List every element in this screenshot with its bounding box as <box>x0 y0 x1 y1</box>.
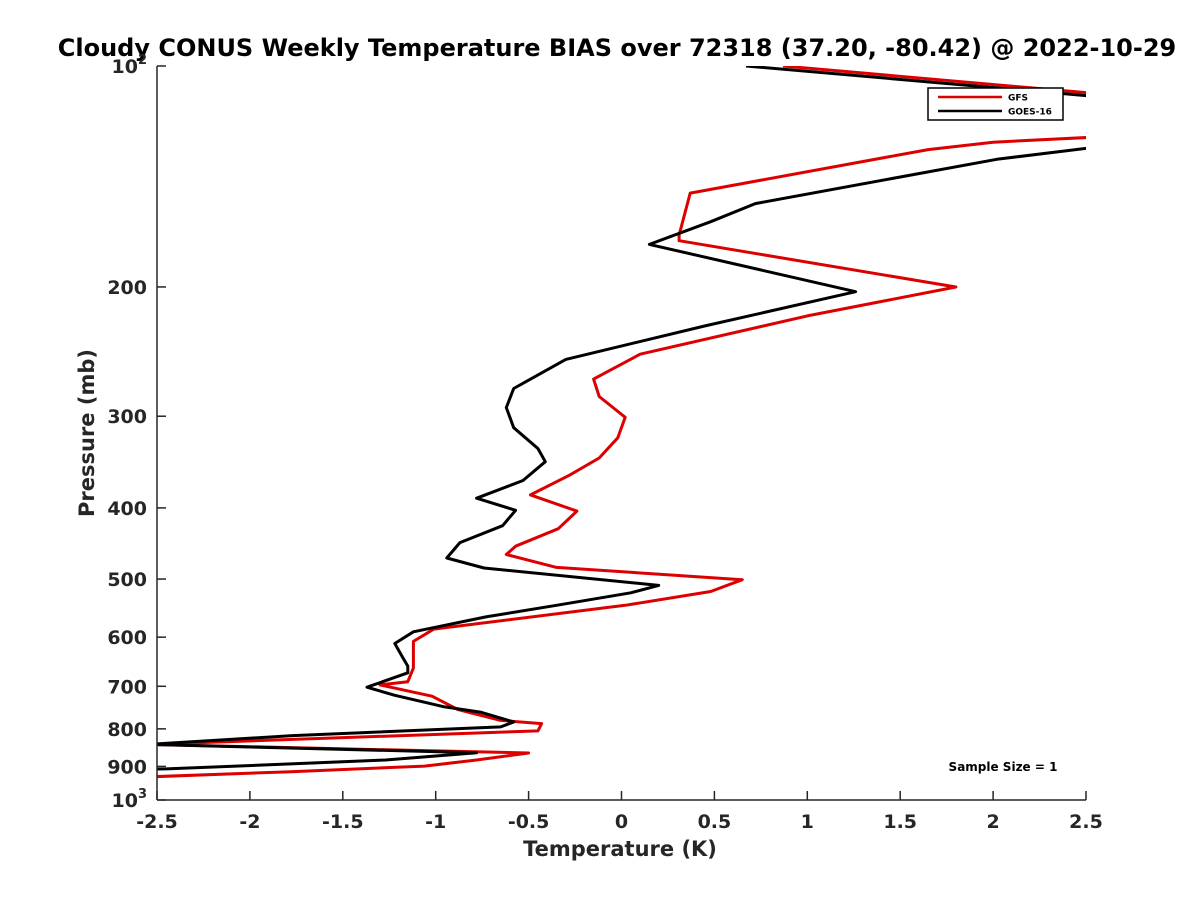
x-axis-label: Temperature (K) <box>523 837 717 861</box>
x-tick-label: -2.5 <box>136 811 178 833</box>
x-tick-label: 2 <box>986 811 999 833</box>
y-tick-label: 103 <box>112 787 148 812</box>
chart-title: Cloudy CONUS Weekly Temperature BIAS ove… <box>58 34 1176 62</box>
y-tick-label: 600 <box>107 627 147 649</box>
x-tick-label: -0.5 <box>508 811 550 833</box>
y-axis-label: Pressure (mb) <box>75 349 99 517</box>
x-tick-label: -1 <box>425 811 446 833</box>
series-layer <box>157 66 1086 779</box>
sample-size-annotation: Sample Size = 1 <box>949 760 1058 774</box>
x-tick-label: 2.5 <box>1069 811 1103 833</box>
y-tick-label: 900 <box>107 756 147 778</box>
y-tick-label: 200 <box>107 277 147 299</box>
axes: -2.5 -2 -1.5 -1 -0.5 0 0.5 1 1.5 2 2.5 102 200 300 400… <box>107 53 1103 833</box>
series-line-gfs <box>157 66 1086 779</box>
x-tick-label: 0 <box>615 811 628 833</box>
legend-label: GOES-16 <box>1008 108 1052 118</box>
series-line-goes-16 <box>157 66 1086 771</box>
x-tick-label: 1 <box>801 811 814 833</box>
legend-box <box>927 87 1064 121</box>
y-tick-label: 102 <box>112 53 148 78</box>
x-tick-label: 1.5 <box>883 811 917 833</box>
x-tick-label: -1.5 <box>322 811 364 833</box>
y-tick-label: 500 <box>107 569 147 591</box>
legend: GFS GOES-16 <box>927 87 1064 121</box>
y-tick-label: 400 <box>107 498 147 520</box>
x-tick-label: -2 <box>239 811 260 833</box>
legend-label: GFS <box>1008 94 1028 104</box>
y-tick-label: 700 <box>107 676 147 698</box>
y-tick-label: 300 <box>107 406 147 428</box>
y-tick-label: 800 <box>107 719 147 741</box>
x-tick-label: 0.5 <box>698 811 732 833</box>
